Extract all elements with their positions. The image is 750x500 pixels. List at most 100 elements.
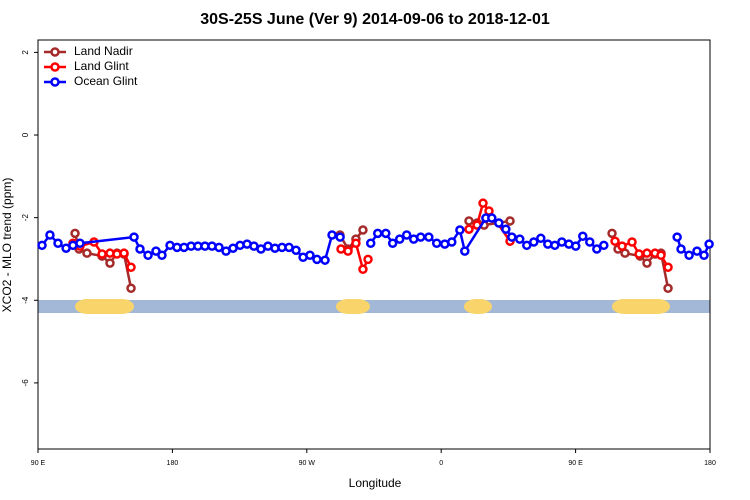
data-point <box>70 228 80 239</box>
y-tick-label: 0 <box>21 132 30 137</box>
data-point <box>536 233 546 244</box>
data-point <box>363 254 373 265</box>
y-tick-label: -2 <box>21 214 30 222</box>
data-point <box>343 246 353 256</box>
x-tick-label: 180 <box>704 460 716 467</box>
data-point <box>599 240 609 251</box>
land-band <box>75 299 134 314</box>
data-point <box>494 218 504 228</box>
data-point <box>135 244 145 254</box>
legend-marker <box>50 77 60 87</box>
data-point <box>460 246 470 256</box>
data-point <box>464 216 474 226</box>
data-point <box>550 240 560 251</box>
data-point <box>53 238 63 249</box>
data-point <box>126 262 136 272</box>
data-point <box>401 230 412 240</box>
data-point <box>387 238 398 249</box>
data-point <box>634 249 644 259</box>
data-point <box>97 249 107 259</box>
ocean-band <box>38 300 710 313</box>
data-point <box>522 240 532 251</box>
data-point <box>478 198 488 208</box>
data-point <box>529 237 539 247</box>
data-point <box>663 262 673 272</box>
data-point <box>75 238 85 249</box>
data-point <box>431 238 442 249</box>
data-point <box>82 248 92 258</box>
data-point <box>617 241 627 251</box>
land-band <box>464 299 492 314</box>
data-point <box>642 248 652 258</box>
series <box>37 213 714 265</box>
data-point <box>627 237 637 247</box>
y-tick-label: -4 <box>21 296 30 304</box>
data-point <box>455 225 465 235</box>
data-point <box>327 230 337 240</box>
data-point <box>358 225 368 235</box>
x-tick-label: 90 W <box>299 460 316 467</box>
data-point <box>592 244 602 254</box>
data-point <box>642 258 652 268</box>
data-point <box>358 264 368 275</box>
data-point <box>214 242 224 253</box>
y-tick-label: -6 <box>21 379 30 387</box>
data-point <box>129 232 139 242</box>
data-point <box>607 228 617 239</box>
data-point <box>676 244 686 254</box>
data-point <box>464 224 474 234</box>
data-point <box>699 250 709 260</box>
data-point <box>394 234 405 244</box>
land-band <box>336 299 370 314</box>
data-point <box>507 232 517 242</box>
data-point <box>415 232 426 242</box>
data-point <box>45 230 55 240</box>
data-point <box>291 245 301 256</box>
land-band <box>612 299 670 314</box>
data-point <box>37 240 47 251</box>
data-point <box>312 254 322 265</box>
data-point <box>672 232 682 242</box>
data-point <box>119 248 129 258</box>
legend-label: Ocean Glint <box>74 74 138 88</box>
data-point <box>365 238 376 249</box>
data-point <box>487 213 497 223</box>
data-point <box>351 238 361 249</box>
data-point <box>126 283 136 294</box>
data-point <box>151 246 161 256</box>
data-point <box>447 237 457 247</box>
data-point <box>692 246 702 256</box>
y-axis-label: XCO2 - MLO trend (ppm) <box>0 178 14 313</box>
data-point <box>610 236 620 246</box>
data-point <box>570 241 581 251</box>
series-line <box>610 232 670 289</box>
data-point <box>143 250 153 260</box>
data-point <box>585 237 595 247</box>
data-point <box>320 255 330 265</box>
data-point <box>372 228 383 239</box>
data-point <box>424 232 434 242</box>
data-point <box>105 258 115 268</box>
legend-label: Land Glint <box>74 59 129 73</box>
data-point <box>656 250 666 260</box>
data-point <box>305 250 315 260</box>
y-tick-label: 2 <box>21 50 30 55</box>
data-point <box>663 283 673 294</box>
data-point <box>704 239 714 249</box>
data-point <box>684 250 694 260</box>
data-point <box>514 234 525 244</box>
x-tick-label: 90 E <box>568 460 583 467</box>
legend-label: Land Nadir <box>74 44 133 58</box>
data-point <box>157 250 167 260</box>
data-point <box>501 224 511 234</box>
data-point <box>335 232 345 242</box>
x-tick-label: 0 <box>439 460 443 467</box>
data-point <box>505 216 515 226</box>
data-point <box>381 228 391 239</box>
chart-title: 30S-25S June (Ver 9) 2014-09-06 to 2018-… <box>200 11 550 28</box>
x-axis-label: Longitude <box>349 476 402 490</box>
legend-marker <box>50 47 60 57</box>
x-tick-label: 180 <box>167 460 179 467</box>
